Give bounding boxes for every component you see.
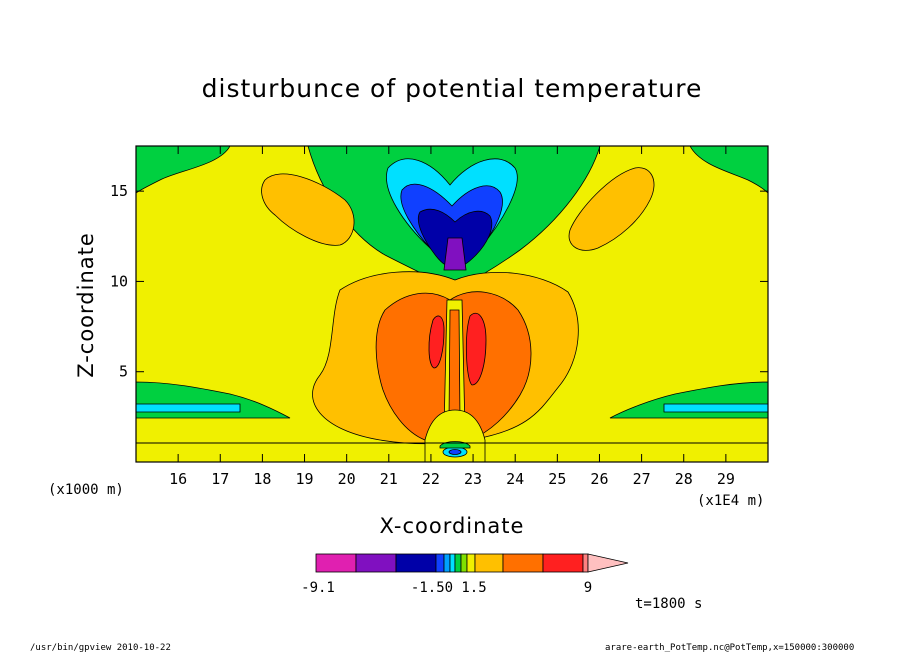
- x-tick-label: 21: [380, 470, 398, 488]
- y-tick-label: 15: [110, 182, 128, 200]
- field-orange-column: [448, 309, 461, 421]
- field-cyan-strip-right: [663, 403, 768, 413]
- colorbar-segment: [454, 553, 462, 573]
- colorbar-segment: [435, 553, 445, 573]
- x-tick-label: 26: [590, 470, 608, 488]
- footer-right: arare-earth_PotTemp.nc@PotTemp,x=150000:…: [605, 643, 855, 653]
- x-tick-label: 27: [633, 470, 651, 488]
- colorbar-arrow: [587, 553, 629, 573]
- colorbar-label: -1.50: [411, 580, 453, 596]
- field-cyan-strip-left: [136, 403, 241, 413]
- x-units-left: (x1000 m): [48, 482, 124, 498]
- field-red-left: [428, 315, 445, 369]
- x-tick-label: 19: [296, 470, 314, 488]
- colorbar-segment: [315, 553, 357, 573]
- x-tick-label: 24: [506, 470, 524, 488]
- colorbar-segment: [502, 553, 544, 573]
- colorbar-segment: [355, 553, 397, 573]
- chart-title: disturbunce of potential temperature: [201, 74, 703, 103]
- field-bottom-blue: [448, 449, 462, 455]
- x-tick-label: 25: [548, 470, 566, 488]
- x-units-right: (x1E4 m): [697, 493, 765, 509]
- y-tick-label: 5: [119, 363, 128, 381]
- colorbar-label: 9: [584, 580, 592, 596]
- field-orange-left-lobe: [261, 173, 355, 246]
- colorbar-segment: [474, 553, 504, 573]
- field-green-top-left: [136, 146, 231, 194]
- x-axis-label: X-coordinate: [379, 514, 525, 538]
- x-tick-label: 23: [464, 470, 482, 488]
- colorbar-segment: [542, 553, 584, 573]
- colorbar-segment: [466, 553, 476, 573]
- colorbar-segment: [443, 553, 451, 573]
- field-red-right: [465, 312, 487, 386]
- x-tick-label: 28: [675, 470, 693, 488]
- plot-frame: [135, 145, 769, 463]
- field-purple: [443, 237, 467, 271]
- colorbar-label: -9.1: [301, 580, 335, 596]
- field-green-top-right: [689, 146, 768, 194]
- x-tick-label: 16: [169, 470, 187, 488]
- field-orange-right-lobe: [568, 167, 655, 251]
- y-tick-label: 10: [110, 272, 128, 290]
- colorbar-label: 1.5: [461, 580, 486, 596]
- colorbar-segment: [582, 553, 589, 573]
- colorbar-segment: [395, 553, 437, 573]
- field-bottom-turbulence: [424, 409, 486, 462]
- x-tick-label: 20: [338, 470, 356, 488]
- x-tick-label: 17: [211, 470, 229, 488]
- colorbar-segment: [449, 553, 456, 573]
- colorbar-segment: [460, 553, 468, 573]
- x-tick-label: 22: [422, 470, 440, 488]
- time-label: t=1800 s: [635, 596, 703, 612]
- x-tick-label: 29: [717, 470, 735, 488]
- footer-left: /usr/bin/gpview 2010-10-22: [30, 643, 171, 653]
- x-tick-label: 18: [253, 470, 271, 488]
